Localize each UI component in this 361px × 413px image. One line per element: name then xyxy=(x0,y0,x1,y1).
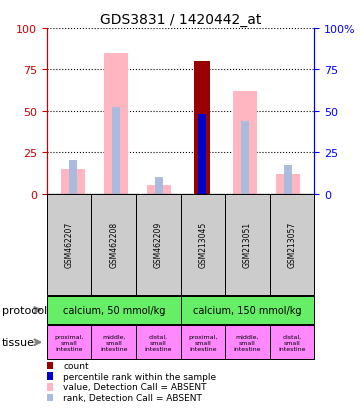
Bar xyxy=(69,161,77,194)
Text: middle,
small
intestine: middle, small intestine xyxy=(234,334,261,351)
Text: value, Detection Call = ABSENT: value, Detection Call = ABSENT xyxy=(63,382,207,392)
Text: distal,
small
intestine: distal, small intestine xyxy=(278,334,305,351)
Bar xyxy=(194,62,210,194)
Bar xyxy=(147,186,171,194)
Bar xyxy=(241,121,249,194)
Bar xyxy=(233,92,257,194)
Text: protocol: protocol xyxy=(2,305,47,315)
Text: distal,
small
intestine: distal, small intestine xyxy=(144,334,172,351)
Text: tissue: tissue xyxy=(2,337,35,347)
Bar xyxy=(198,115,206,194)
Text: proximal,
small
intestine: proximal, small intestine xyxy=(188,334,217,351)
Text: calcium, 50 mmol/kg: calcium, 50 mmol/kg xyxy=(62,305,165,315)
Bar xyxy=(155,178,163,194)
Title: GDS3831 / 1420442_at: GDS3831 / 1420442_at xyxy=(100,12,261,26)
Text: rank, Detection Call = ABSENT: rank, Detection Call = ABSENT xyxy=(63,393,202,402)
Text: GSM462208: GSM462208 xyxy=(109,222,118,268)
Text: GSM213057: GSM213057 xyxy=(287,222,296,268)
Text: GSM462209: GSM462209 xyxy=(154,222,163,268)
Bar xyxy=(277,174,300,194)
Bar xyxy=(284,166,292,194)
Bar xyxy=(61,169,84,194)
Text: GSM213045: GSM213045 xyxy=(198,222,207,268)
Text: GSM213051: GSM213051 xyxy=(243,222,252,268)
Text: percentile rank within the sample: percentile rank within the sample xyxy=(63,372,216,381)
Text: GSM462207: GSM462207 xyxy=(65,222,74,268)
Bar xyxy=(104,54,128,194)
Text: count: count xyxy=(63,361,89,370)
Text: calcium, 150 mmol/kg: calcium, 150 mmol/kg xyxy=(193,305,301,315)
Text: middle,
small
intestine: middle, small intestine xyxy=(100,334,127,351)
Bar xyxy=(112,108,120,194)
Text: proximal,
small
intestine: proximal, small intestine xyxy=(55,334,84,351)
